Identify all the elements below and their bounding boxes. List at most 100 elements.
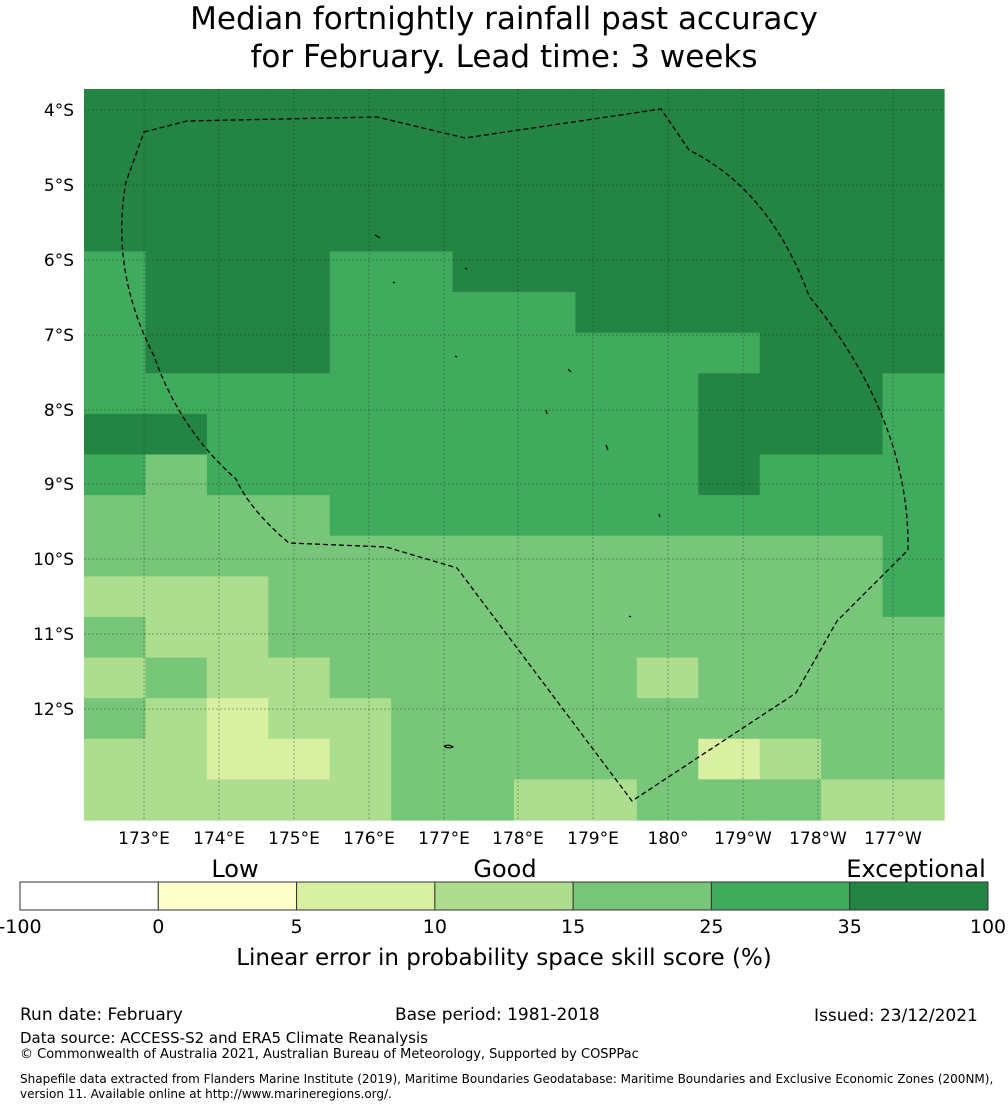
copyright: © Commonwealth of Australia 2021, Austra… [20,1047,639,1062]
grid-cell [145,373,208,415]
title-line-2: for February. Lead time: 3 weeks [250,39,758,75]
grid-cell [206,129,269,171]
grid-cell [698,779,761,821]
grid-cell [575,535,638,577]
grid-cell [698,251,761,293]
latitude-label: 11°S [33,625,74,645]
grid-cell [145,535,208,577]
grid-cell [759,373,822,415]
island-outline [605,444,609,451]
grid-cell [575,129,638,171]
grid-cell [145,779,208,821]
island-outline [454,355,458,358]
grid-cell [84,292,147,334]
grid-cell [329,738,392,780]
grid-cell [268,454,331,496]
grid-cell [268,616,331,659]
grid-cell [575,698,638,740]
grid-cell [575,616,638,659]
grid-cell [268,251,331,293]
grid-cell [575,576,638,618]
grid-cell [514,657,577,699]
grid-cell [698,89,761,131]
grid-cell [391,210,454,253]
island-outline [392,281,396,284]
grid-cell [514,738,577,780]
latitude-label: 5°S [44,176,74,196]
grid-cell [145,129,208,171]
latitude-label: 8°S [44,401,74,421]
grid-cell [759,535,822,577]
legend-swatch [572,881,712,911]
longitude-label: 176°E [343,829,395,849]
grid-cell [575,738,638,780]
grid-cell [391,170,454,212]
grid-cell [452,454,515,496]
grid-cell [452,698,515,740]
legend-tick-labels: -100 0 5 10 15 25 35 100 [0,916,1006,938]
grid-cell [821,454,884,496]
longitude-label: 177°E [418,829,470,849]
grid-cell [329,413,392,456]
grid-cell [514,495,577,537]
island-outline [545,409,548,415]
grid-cell [759,251,822,293]
skill-grid [84,89,945,821]
legend-axis-label: Linear error in probability space skill … [236,945,772,971]
grid-cell [759,129,822,171]
grid-cell [268,373,331,415]
grid-cell [882,779,945,821]
grid-cell [329,454,392,496]
longitude-label: 173°E [118,829,170,849]
grid-cell [452,332,515,374]
grid-cell [575,454,638,496]
grid-cell [514,413,577,456]
grid-cell [698,454,761,496]
graticule [84,89,944,820]
grid-cell [145,576,208,618]
grid-cell [206,89,269,131]
grid-cell [452,657,515,699]
grid-cell [84,332,147,374]
grid-cell [268,576,331,618]
grid-cell [759,89,822,131]
grid-cell [84,779,147,821]
grid-cell [821,413,884,456]
grid-cell [145,738,208,780]
grid-cell [391,129,454,171]
grid-cell [882,576,945,618]
grid-cell [821,251,884,293]
grid-cell [206,698,269,740]
grid-cell [145,292,208,334]
grid-cell [391,373,454,415]
grid-cell [145,413,208,456]
grid-cell [84,454,147,496]
legend-swatch [19,881,159,911]
grid-cell [759,332,822,374]
longitude-label: 178°E [492,829,544,849]
grid-cell [821,332,884,374]
grid-cell [514,698,577,740]
grid-cell [145,616,208,659]
grid-cell [514,373,577,415]
grid-cell [759,495,822,537]
grid-cell [452,210,515,253]
grid-cell [452,616,515,659]
grid-cell [698,129,761,171]
legend-category-exceptional: Exceptional [846,855,986,883]
grid-cell [268,698,331,740]
grid-cell [452,738,515,780]
legend-tick-label: 0 [152,916,164,938]
grid-cell [759,454,822,496]
grid-cell [145,657,208,699]
grid-cell [206,292,269,334]
grid-cell [329,495,392,537]
grid-cell [759,576,822,618]
longitude-label: 179°E [567,829,619,849]
grid-cell [698,738,761,780]
grid-cell [206,373,269,415]
legend-tick-label: -100 [0,916,42,938]
grid-cell [575,89,638,131]
grid-cell [575,373,638,415]
